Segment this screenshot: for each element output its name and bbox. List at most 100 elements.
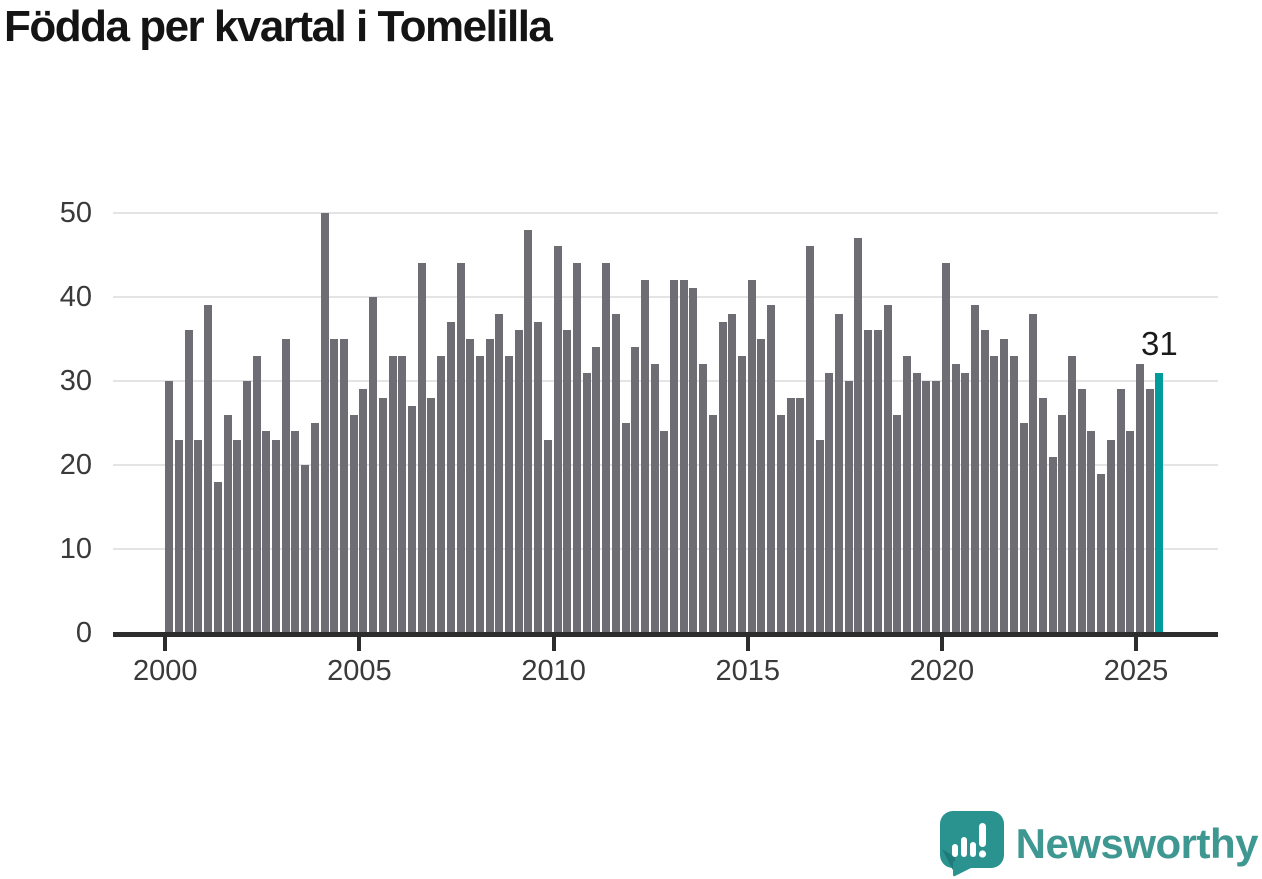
bar (524, 229, 533, 634)
x-axis-tick (357, 636, 362, 651)
bar (213, 481, 222, 634)
bar (873, 330, 882, 634)
bar (708, 414, 717, 634)
bar (903, 355, 912, 634)
x-axis-tick-label: 2020 (909, 655, 975, 688)
bar (262, 431, 271, 634)
bar (854, 237, 863, 634)
bar (1048, 456, 1057, 634)
bar (776, 414, 785, 634)
bar (252, 355, 261, 634)
bar (602, 263, 611, 634)
bar (951, 364, 960, 634)
bar (233, 439, 242, 634)
bar (378, 397, 387, 634)
bar (485, 338, 494, 634)
bar (407, 406, 416, 634)
last-value-label: 31 (1141, 324, 1178, 362)
y-axis-tick-label: 50 (59, 196, 92, 229)
bar (970, 305, 979, 634)
y-axis-tick-label: 0 (75, 617, 92, 650)
bar (786, 397, 795, 634)
bar (1038, 397, 1047, 634)
bar (1097, 473, 1106, 634)
bar (757, 338, 766, 634)
x-axis-tick (551, 636, 556, 651)
bar (349, 414, 358, 634)
bar (912, 372, 921, 634)
bar (272, 439, 281, 634)
bar (718, 322, 727, 634)
newsworthy-logo: Newsworthy (939, 811, 1259, 877)
bar (437, 355, 446, 634)
x-axis-tick (1134, 636, 1138, 651)
x-axis-tick-label: 2005 (327, 655, 392, 688)
bar (805, 246, 814, 634)
bar (767, 305, 776, 634)
bar (291, 431, 300, 634)
bar (893, 414, 902, 634)
bar (427, 397, 436, 634)
bar (572, 263, 581, 634)
bar (796, 397, 805, 634)
bar (1106, 439, 1115, 634)
bar (242, 380, 251, 634)
x-axis-tick (163, 636, 168, 651)
bar (320, 212, 329, 634)
y-axis-tick-label: 20 (59, 449, 92, 482)
newsworthy-wordmark: Newsworthy (1015, 820, 1259, 867)
bar (563, 330, 572, 634)
bar (1145, 389, 1154, 634)
bar (1116, 389, 1125, 634)
bar (369, 296, 378, 634)
bar (175, 439, 183, 634)
bar (514, 330, 523, 634)
bar (1087, 431, 1096, 634)
bar (844, 380, 853, 634)
bar (165, 380, 174, 634)
chart-title: Födda per kvartal i Tomelilla (4, 2, 553, 51)
bar (1029, 313, 1038, 634)
bar (534, 322, 543, 634)
bar (864, 330, 873, 634)
bar (961, 372, 970, 634)
x-axis-tick (745, 636, 750, 651)
y-axis-tick-label: 10 (59, 533, 92, 566)
bar (922, 380, 931, 634)
bar (738, 355, 746, 634)
bar (466, 338, 475, 634)
bar (505, 355, 514, 634)
bar (1136, 364, 1144, 634)
bar (670, 280, 679, 634)
bar (660, 431, 669, 634)
bar (359, 389, 368, 634)
bar (475, 355, 484, 634)
bar (932, 380, 941, 634)
bar (204, 305, 213, 634)
bar (621, 423, 630, 634)
bar (980, 330, 989, 634)
x-axis-tick-label: 2010 (521, 655, 586, 688)
bar (446, 322, 455, 634)
bar (1077, 389, 1086, 634)
gridline (113, 211, 1218, 214)
bar (835, 313, 844, 634)
bar (495, 313, 504, 634)
y-axis-tick-label: 40 (59, 280, 92, 313)
bar (611, 313, 620, 634)
bar (330, 338, 339, 634)
bar (223, 414, 232, 634)
x-axis-line (113, 632, 1218, 637)
bar (640, 280, 649, 634)
bar (679, 280, 688, 634)
bar (815, 439, 824, 634)
bar (689, 288, 698, 634)
bar (543, 439, 552, 634)
bar (398, 355, 407, 634)
bar (340, 338, 349, 634)
bar (1009, 355, 1018, 634)
bar (825, 372, 834, 634)
bar (417, 263, 426, 634)
bar (699, 364, 708, 634)
